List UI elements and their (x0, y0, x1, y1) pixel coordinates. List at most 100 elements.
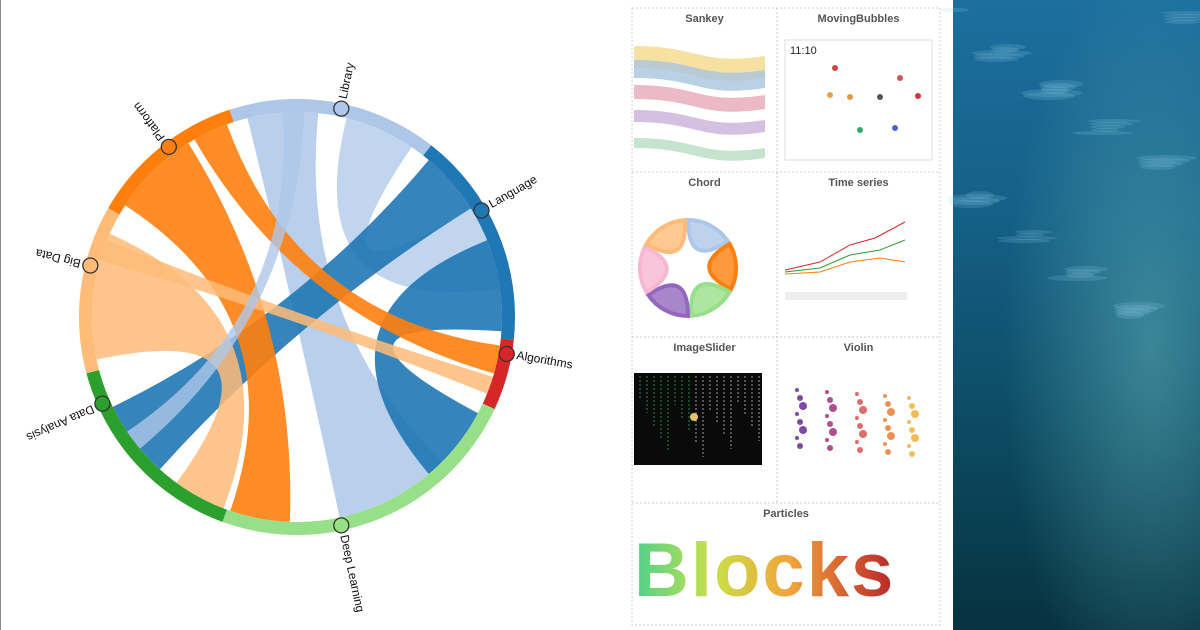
node-arc (108, 109, 234, 215)
node-marker (473, 202, 490, 219)
ripple (1114, 305, 1158, 313)
tile-title: Chord (688, 177, 720, 189)
violin-dot (799, 402, 807, 410)
violin-dot (829, 404, 837, 412)
ripple (1090, 125, 1126, 129)
violin-dot (795, 388, 799, 392)
ripple (947, 194, 1007, 202)
ripple (1015, 230, 1051, 234)
node-marker (333, 517, 350, 534)
ripple (1140, 164, 1176, 170)
violin-dot (855, 392, 859, 396)
violin-dot (857, 423, 863, 429)
node-arc (79, 208, 120, 374)
bubble (847, 94, 853, 100)
ripple (1113, 302, 1165, 310)
bubble (832, 65, 838, 71)
violin-dot (859, 406, 867, 414)
ribbon (125, 143, 291, 522)
violin-dot (911, 410, 919, 418)
ripple (972, 50, 1032, 56)
chord-thumb-arc (638, 244, 669, 295)
violin-dot (909, 427, 915, 433)
chord-thumb-arc (685, 217, 731, 253)
ribbon (374, 240, 502, 475)
series-line (784, 257, 906, 275)
ripple (997, 236, 1057, 240)
violin-dot (825, 414, 829, 418)
violin-dot (885, 449, 891, 455)
violin-dot (883, 418, 887, 422)
ripple (1137, 155, 1197, 161)
ribbon (194, 124, 501, 374)
sankey-flow (634, 46, 765, 81)
bubble (857, 127, 863, 133)
ripple (1139, 161, 1183, 167)
violin-dot (909, 403, 915, 409)
ripple (1016, 233, 1044, 237)
node-marker (498, 345, 515, 363)
tile-title: Time series (828, 177, 888, 189)
violin-dot (829, 428, 837, 436)
ripple (1022, 89, 1082, 97)
ripple (1138, 158, 1190, 164)
gallery: Sankey MovingBubbles Chord Time series Image… (631, 7, 941, 626)
sankey-flow (634, 60, 765, 91)
ripple (948, 197, 1000, 205)
violin-dot (885, 425, 891, 431)
tile-title: Sankey (685, 13, 724, 25)
tile-title: Particles (763, 508, 809, 520)
violin-dot (855, 416, 859, 420)
bubble (915, 93, 921, 99)
ribbon (336, 118, 501, 293)
chord-thumb-arc (643, 217, 687, 254)
violin-dot (907, 396, 911, 400)
violin-dot (799, 426, 807, 434)
chord-thumb-arc (707, 241, 738, 292)
violin-dot (827, 445, 833, 451)
ribbon (127, 111, 305, 449)
violin-dot (909, 451, 915, 457)
tile-title: MovingBubbles (818, 13, 900, 25)
ripple (1089, 122, 1133, 126)
tile-title: ImageSlider (673, 342, 736, 354)
node-marker (160, 138, 177, 156)
violin-dot (797, 443, 803, 449)
violin-dot (887, 432, 895, 440)
violin-dot (797, 395, 803, 401)
ribbon (99, 240, 494, 394)
bubbles-thumb (784, 39, 933, 161)
slider-image (634, 373, 762, 465)
ripple (1163, 14, 1200, 18)
node-marker (94, 395, 111, 412)
ripple (966, 191, 994, 199)
slider-handle (690, 413, 698, 421)
brush (785, 292, 907, 300)
violin-dot (857, 399, 863, 405)
node-arc (86, 370, 227, 522)
tile-title: Violin (844, 342, 874, 354)
ripple (991, 47, 1019, 53)
sankey-flow (634, 110, 765, 135)
ripple (1091, 128, 1119, 132)
ripple (1064, 266, 1108, 272)
sankey-flow (634, 85, 765, 112)
chord-thumb-arc (645, 283, 691, 319)
node-arc (222, 403, 495, 535)
violin-dot (857, 447, 863, 453)
node-arc (229, 98, 432, 156)
violin-dot (827, 397, 833, 403)
ocean-light (953, 0, 1200, 630)
node-marker (333, 100, 350, 117)
violin-dot (827, 421, 833, 427)
ripple (1072, 131, 1132, 135)
violin-dot (825, 390, 829, 394)
violin-dot (907, 444, 911, 448)
chord-thumb-arc (689, 282, 733, 319)
clock: 11:10 (790, 45, 817, 57)
ripple (998, 239, 1050, 243)
ripple (1066, 272, 1094, 278)
